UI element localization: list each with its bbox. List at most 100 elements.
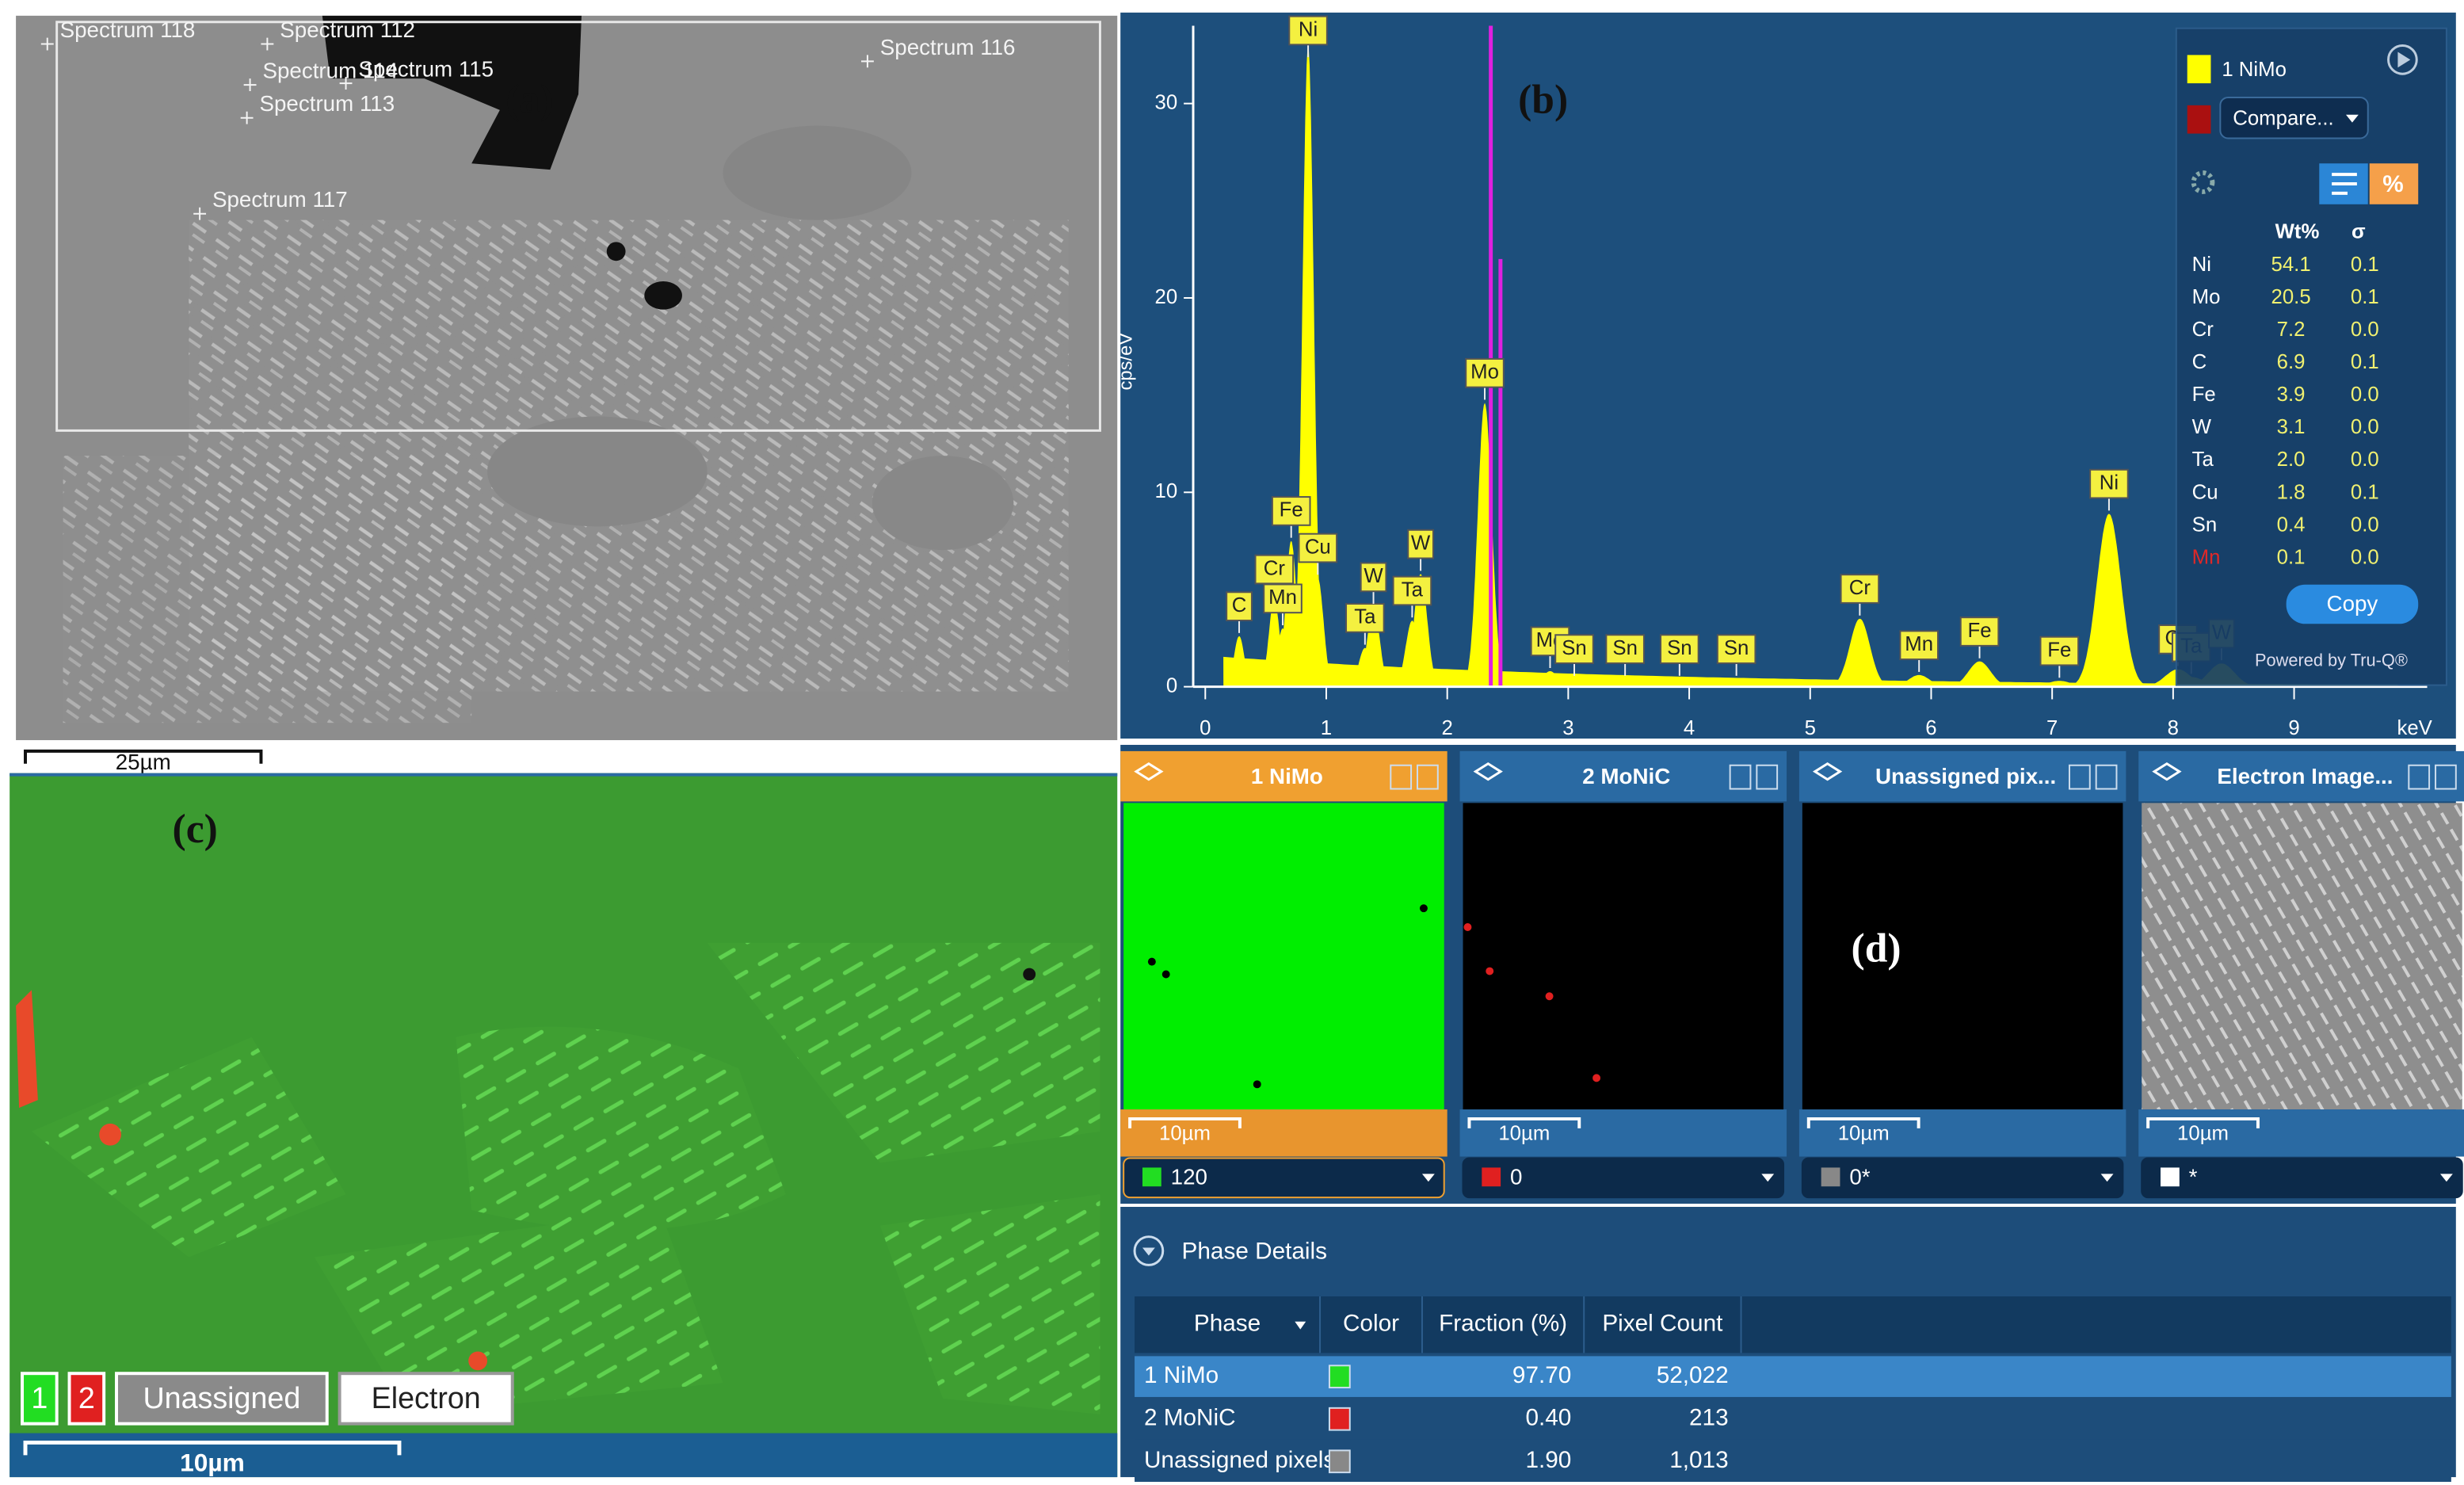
tile-action[interactable] <box>1390 764 1413 790</box>
spectrum-label: Spectrum 118 <box>60 17 196 42</box>
tile-value: 0* <box>1849 1165 1870 1189</box>
peak <box>1520 670 1581 687</box>
compare-dropdown[interactable] <box>2219 96 2369 139</box>
tile-header[interactable] <box>1798 750 2126 802</box>
caret <box>2439 1174 2453 1182</box>
peak-label-box <box>1554 634 1594 664</box>
weight-percent: 0.4 <box>2277 513 2306 536</box>
sigma: 0.1 <box>2351 286 2379 308</box>
scale-label: 10µm <box>180 1449 245 1477</box>
spectrum-marker <box>339 77 353 90</box>
table-row[interactable] <box>1135 1441 2451 1483</box>
tile-dropdown[interactable] <box>2141 1157 2463 1199</box>
pixel <box>1592 1074 1601 1082</box>
element: Ni <box>2192 254 2211 276</box>
tile-close[interactable] <box>1417 764 1439 790</box>
tile-close[interactable] <box>2095 764 2118 790</box>
legend-button[interactable] <box>338 1372 514 1426</box>
scale-bar <box>2146 1117 2260 1128</box>
layers-icon <box>1812 762 1843 781</box>
tile-action[interactable] <box>2068 764 2091 790</box>
phase-swatch <box>2187 55 2211 84</box>
panel-label: (c) <box>173 807 218 852</box>
frame <box>10 773 1118 777</box>
peak-label: Fe <box>1968 620 1992 642</box>
peak-label: Mo <box>1470 361 1499 384</box>
tile-header[interactable] <box>1459 750 1787 802</box>
tile-action[interactable] <box>1729 764 1752 790</box>
table-row[interactable] <box>1135 1398 2451 1440</box>
peak-label: Fe <box>1280 499 1303 521</box>
sigma: 0.0 <box>2351 384 2379 406</box>
x-tick-label: 7 <box>2046 717 2058 739</box>
scale-bar <box>1467 1117 1581 1128</box>
spectrum-label: Spectrum 117 <box>212 187 348 212</box>
tile-action[interactable] <box>2408 764 2431 790</box>
spectrum-label: Spectrum 113 <box>259 91 395 116</box>
weight-percent: 0.1 <box>2277 546 2306 568</box>
play-icon <box>2397 52 2411 68</box>
tile-swatch <box>1482 1167 1501 1187</box>
spectrum-label: Spectrum 114 <box>262 59 398 83</box>
element: Mn <box>2192 546 2221 568</box>
tile-title: 1 NiMo <box>1251 764 1323 788</box>
tile-title: Electron Image... <box>2217 764 2393 788</box>
phase-name: Unassigned pixels <box>1144 1447 1335 1473</box>
peak-label-box <box>2039 636 2080 666</box>
tile-image <box>2142 803 2462 1110</box>
collapse-button[interactable] <box>1133 1235 1165 1266</box>
x-tick-label: 0 <box>1200 717 1211 739</box>
tile-image <box>1802 803 2123 1110</box>
spectrum-label: Spectrum 112 <box>280 17 415 42</box>
pixel <box>1419 904 1428 913</box>
tile-dropdown[interactable] <box>1462 1157 1785 1199</box>
weight-percent: 1.8 <box>2277 481 2306 503</box>
panel-c: (c) 1 2 Unassigned Electron 10µm <box>10 773 1118 1478</box>
copy-button[interactable] <box>2286 584 2419 624</box>
tile-close[interactable] <box>2435 764 2457 790</box>
lamellae <box>456 1026 786 1231</box>
section-title: Phase Details <box>1182 1238 1327 1264</box>
table-header <box>1135 1296 2451 1353</box>
tile-close[interactable] <box>1756 764 1779 790</box>
panel-label: (b) <box>1518 78 1568 123</box>
sigma: 0.0 <box>2351 449 2379 471</box>
percent-button[interactable] <box>2369 163 2419 204</box>
tile-swatch <box>1821 1167 1840 1187</box>
peak-label-box <box>1716 634 1756 664</box>
results-panel: 1 NiMo Compare... % Wt% σ Ni 54.1 0.1 Mo 20.… <box>2175 27 2447 686</box>
pore <box>606 242 626 261</box>
element: Cr <box>2192 319 2214 341</box>
legend-text: 1 <box>31 1381 48 1414</box>
spectrum-marker <box>193 207 207 220</box>
settings-icon[interactable] <box>2191 170 2215 194</box>
tile-header[interactable] <box>2138 750 2464 802</box>
tile-dropdown[interactable] <box>1123 1157 1445 1199</box>
panel-b: 0 1 2 3 4 5 6 7 8 9 0 10 20 30 keV cps/eV C Cr Mn Fe Ni Cu Ta W… <box>1115 12 2456 739</box>
sigma: 0.0 <box>2351 416 2379 438</box>
tile-header[interactable] <box>1120 750 1448 802</box>
sigma: 0.1 <box>2351 481 2379 503</box>
tile-dropdown[interactable] <box>1801 1157 2124 1199</box>
footer-text: Powered by Tru-Q® <box>2255 651 2408 670</box>
color-swatch <box>1328 1365 1351 1389</box>
compare-swatch <box>2187 105 2211 134</box>
tile-title: 2 MoNiC <box>1582 764 1670 788</box>
peak-label: Ta <box>1354 606 1376 628</box>
element: C <box>2192 351 2207 373</box>
table-row[interactable] <box>1135 1356 2451 1397</box>
weight-percent: 3.9 <box>2277 384 2306 406</box>
legend-button[interactable] <box>115 1372 329 1426</box>
play-button[interactable] <box>2387 44 2418 75</box>
peak-label: Sn <box>1667 637 1692 659</box>
sem-grain <box>872 456 1014 551</box>
y-tick-label: 20 <box>1155 286 1178 308</box>
x-tick-label: 9 <box>2288 717 2299 739</box>
legend-button[interactable] <box>67 1372 106 1426</box>
x-axis-label: keV <box>2397 717 2432 739</box>
results-rows: Ni 54.1 0.1 Mo 20.5 0.1 Cr 7.2 0.0 C 6.9 0.1 Fe 3.9 0.… <box>2192 254 2379 568</box>
continuum <box>1223 656 2403 687</box>
caret <box>1761 1174 1775 1182</box>
legend-button[interactable] <box>21 1372 59 1426</box>
